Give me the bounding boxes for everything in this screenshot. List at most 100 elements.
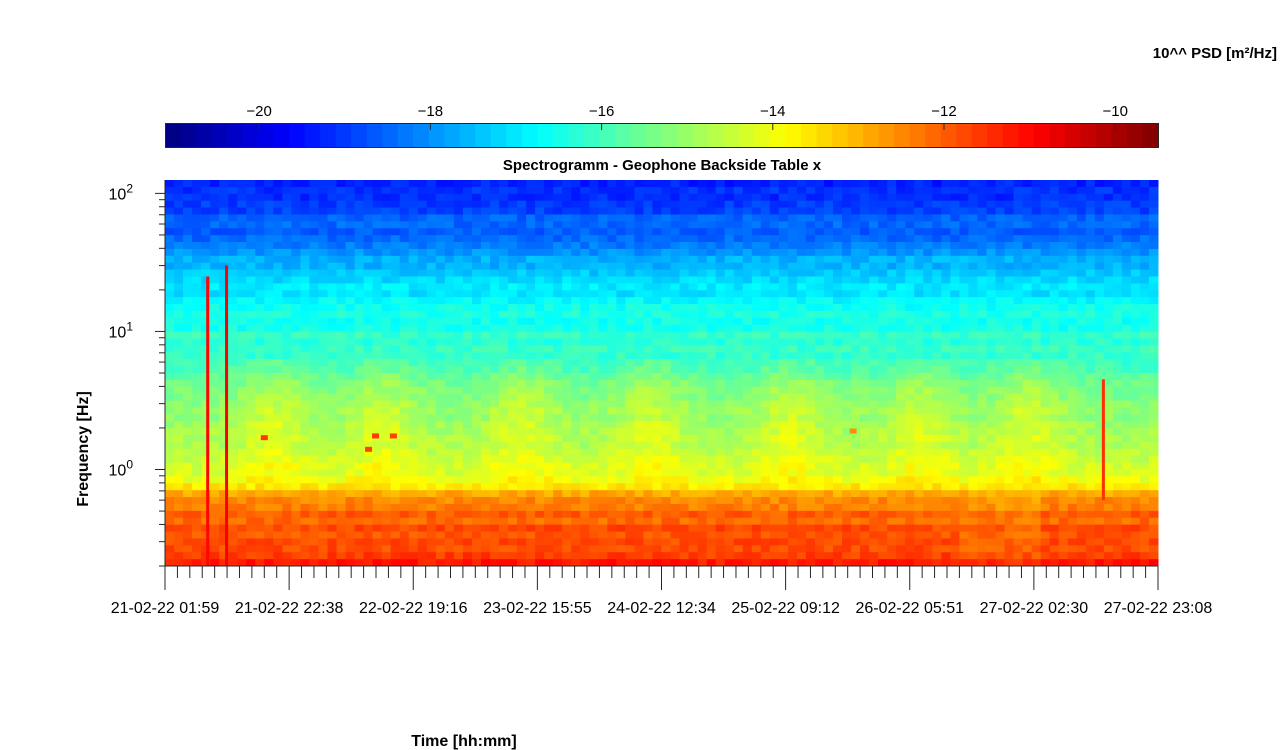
spectrogram-cell bbox=[435, 441, 446, 450]
spectrogram-cell bbox=[742, 242, 753, 250]
spectrogram-cell bbox=[571, 400, 581, 408]
spectrogram-cell bbox=[1076, 186, 1087, 195]
spectrogram-cell bbox=[860, 324, 870, 333]
spectrogram-cell bbox=[796, 462, 807, 470]
spectrogram-cell bbox=[1031, 221, 1042, 229]
spectrogram-cell bbox=[995, 235, 1006, 243]
spectrogram-cell bbox=[282, 483, 292, 491]
spectrogram-cell bbox=[255, 193, 265, 202]
spectrogram-cell bbox=[1085, 469, 1096, 477]
spectrogram-cell bbox=[706, 331, 717, 340]
spectrogram-cell bbox=[923, 193, 933, 202]
spectrogram-cell bbox=[489, 214, 500, 222]
spectrogram-cell bbox=[291, 421, 301, 429]
spectrogram-cell bbox=[219, 476, 229, 484]
spectrogram-cell bbox=[607, 290, 617, 298]
spectrogram-cell bbox=[823, 255, 834, 264]
spectrogram-cell bbox=[688, 448, 699, 457]
spectrogram-cell bbox=[634, 386, 644, 395]
spectrogram-cell bbox=[165, 248, 175, 257]
spectrogram-cell bbox=[760, 304, 771, 312]
spectrogram-cell bbox=[959, 276, 969, 284]
colorbar-segment bbox=[428, 123, 445, 147]
spectrogram-cell bbox=[517, 269, 527, 277]
spectrogram-cell bbox=[823, 304, 834, 312]
spectrogram-cell bbox=[1076, 304, 1087, 312]
spectrogram-cell bbox=[336, 235, 347, 243]
spectrogram-cell bbox=[1130, 290, 1141, 298]
spectrogram-cell bbox=[246, 310, 256, 319]
spectrogram-cell bbox=[706, 283, 717, 291]
spectrogram-cell bbox=[201, 228, 211, 236]
spectrogram-cell bbox=[589, 283, 599, 291]
spectrogram-cell bbox=[381, 345, 392, 353]
spectrogram-cell bbox=[462, 228, 473, 236]
spectrogram-cell bbox=[372, 283, 383, 291]
spectrogram-cell bbox=[787, 455, 798, 464]
spectrogram-cell bbox=[1022, 242, 1033, 250]
spectrogram-cell bbox=[959, 269, 969, 277]
spectrogram-cell bbox=[480, 235, 491, 243]
spectrogram-cell bbox=[796, 221, 807, 229]
spectrogram-cell bbox=[1085, 414, 1096, 422]
spectrogram-cell bbox=[869, 304, 879, 312]
spectrogram-cell bbox=[833, 366, 843, 374]
spectrogram-cell bbox=[237, 407, 247, 415]
spectrogram-cell bbox=[1049, 421, 1060, 429]
spectrogram-cell bbox=[833, 338, 843, 346]
spectrogram-cell bbox=[1094, 338, 1105, 346]
spectrogram-cell bbox=[932, 235, 942, 243]
spectrogram-cell bbox=[192, 435, 202, 443]
spectrogram-cell bbox=[291, 373, 301, 381]
spectrogram-cell bbox=[499, 310, 509, 319]
spectrogram-cell bbox=[715, 421, 726, 429]
spectrogram-cell bbox=[544, 283, 554, 291]
spectrogram-cell bbox=[787, 310, 798, 319]
spectrogram-cell bbox=[228, 255, 238, 264]
spectrogram-cell bbox=[399, 276, 410, 284]
spectrogram-cell bbox=[462, 255, 473, 264]
spectrogram-cell bbox=[1058, 221, 1069, 229]
spectrogram-cell bbox=[923, 207, 933, 215]
spectrogram-cell bbox=[634, 235, 644, 243]
spectrogram-cell bbox=[896, 428, 906, 436]
spectrogram-cell bbox=[381, 421, 392, 429]
spectrogram-cell bbox=[444, 193, 455, 202]
spectrogram-cell bbox=[408, 448, 419, 457]
spectrogram-cell bbox=[435, 297, 446, 305]
spectrogram-cell bbox=[508, 428, 518, 436]
spectrogram-cell bbox=[489, 248, 500, 257]
spectrogram-cell bbox=[869, 262, 879, 271]
spectrogram-cell bbox=[219, 221, 229, 229]
spectrogram-cell bbox=[336, 483, 347, 491]
spectrogram-cell bbox=[562, 483, 572, 491]
spectrogram-cell bbox=[805, 455, 816, 464]
spectrogram-cell bbox=[174, 428, 184, 436]
spectrogram-cell bbox=[643, 421, 653, 429]
spectrogram-cell bbox=[571, 304, 581, 312]
spectrogram-cell bbox=[219, 310, 229, 319]
spectrogram-cell bbox=[842, 193, 852, 202]
spectrogram-cell bbox=[471, 441, 482, 450]
spectrogram-cell bbox=[183, 428, 193, 436]
spectrogram-cell bbox=[679, 476, 690, 484]
spectrogram-cell bbox=[544, 310, 554, 319]
spectrogram-cell bbox=[219, 255, 229, 264]
spectrogram-cell bbox=[769, 386, 780, 395]
spectrogram-cell bbox=[607, 248, 617, 257]
spectrogram-cell bbox=[499, 435, 509, 443]
spectrogram-cell bbox=[842, 469, 852, 477]
spectrogram-cell bbox=[399, 317, 410, 326]
spectrogram-cell bbox=[887, 283, 897, 291]
spectrogram-cell bbox=[489, 324, 500, 333]
spectrogram-cell bbox=[183, 476, 193, 484]
spectrogram-cell bbox=[724, 448, 735, 457]
spectrogram-cell bbox=[255, 386, 265, 395]
spectrogram-cell bbox=[1022, 379, 1033, 388]
spectrogram-cell bbox=[192, 193, 202, 202]
spectrogram-cell bbox=[417, 366, 428, 374]
spectrogram-cell bbox=[327, 476, 338, 484]
spectrogram-cell bbox=[300, 373, 310, 381]
spectrogram-cell bbox=[878, 310, 888, 319]
spectrogram-cell bbox=[679, 373, 690, 381]
